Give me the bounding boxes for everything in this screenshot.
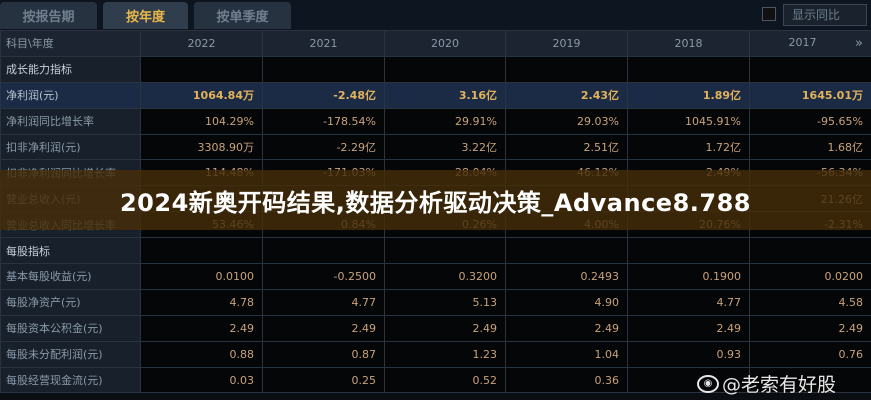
cell-value (262, 237, 385, 265)
cell-value: 1.23 (384, 340, 506, 368)
cell-value: 4.90 (505, 288, 628, 316)
cell-value (384, 237, 506, 265)
cell-value: 1645.01万 (749, 81, 871, 109)
table-row[interactable]: 每股经营现金流(元) 0.03 0.25 0.52 0.36 (0, 366, 871, 394)
table-row[interactable]: 每股指标 (0, 237, 871, 265)
year-header: 2019 (505, 30, 628, 57)
row-label: 每股资本公积金(元) (0, 314, 141, 342)
cell-value: 0.0100 (140, 263, 263, 290)
cell-value (140, 55, 263, 83)
cell-value: 1.04 (505, 340, 628, 368)
title-banner: 2024新奥开码结果,数据分析驱动决策_Advance8.788 (0, 170, 871, 230)
next-columns-icon[interactable]: » (855, 35, 863, 51)
cell-value: 104.29% (140, 107, 263, 135)
row-label: 每股未分配利润(元) (0, 340, 141, 368)
table-row[interactable]: 每股未分配利润(元) 0.88 0.87 1.23 1.04 0.93 0.76 (0, 340, 871, 368)
cell-value: 0.2493 (505, 263, 628, 290)
cell-value: 3.22亿 (384, 133, 506, 161)
year-header: 2018 (627, 30, 750, 57)
cell-value: 4.77 (627, 288, 750, 316)
cell-value (140, 237, 263, 265)
header-label: 科目\年度 (0, 30, 141, 57)
cell-value: 2.49 (505, 314, 628, 342)
cell-value: -2.48亿 (262, 81, 385, 109)
cell-value: 29.03% (505, 107, 628, 135)
cell-value: 2.49 (384, 314, 506, 342)
cell-value: -2.29亿 (262, 133, 385, 161)
row-label: 净利润同比增长率 (0, 107, 141, 135)
cell-value: 2.49 (262, 314, 385, 342)
table-row[interactable]: 成长能力指标 (0, 55, 871, 83)
cell-value: 0.87 (262, 340, 385, 368)
row-label: 每股经营现金流(元) (0, 366, 141, 394)
row-label: 基本每股收益(元) (0, 263, 141, 290)
row-label: 每股指标 (0, 237, 141, 265)
cell-value: 0.76 (749, 340, 871, 368)
cell-value: 4.78 (140, 288, 263, 316)
cell-value: -95.65% (749, 107, 871, 135)
cell-value (505, 237, 628, 265)
year-header: 2021 (262, 30, 385, 57)
cell-value (627, 237, 750, 265)
cell-value: 3308.90万 (140, 133, 263, 161)
cell-value (627, 366, 750, 394)
table-row[interactable]: 每股资本公积金(元) 2.49 2.49 2.49 2.49 2.49 2.49 (0, 314, 871, 342)
cell-value (384, 55, 506, 83)
cell-value: 0.0200 (749, 263, 871, 290)
cell-value: 2.49 (749, 314, 871, 342)
table-row[interactable]: 扣非净利润(元) 3308.90万 -2.29亿 3.22亿 2.51亿 1.72亿 1.6… (0, 133, 871, 161)
year-header: 2017» (749, 30, 871, 57)
table-row[interactable]: 净利润(元) 1064.84万 -2.48亿 3.16亿 2.43亿 1.89亿 1645.… (0, 81, 871, 109)
cell-value: 2.43亿 (505, 81, 628, 109)
watermark: ◉ @老索有好股 (697, 370, 836, 397)
cell-value: 3.16亿 (384, 81, 506, 109)
cell-value: 1.68亿 (749, 133, 871, 161)
row-label: 成长能力指标 (0, 55, 141, 83)
cell-value (505, 55, 628, 83)
cell-value: 0.3200 (384, 263, 506, 290)
cell-value (627, 55, 750, 83)
cell-value: 1064.84万 (140, 81, 263, 109)
cell-value: 0.36 (505, 366, 628, 394)
cell-value: 2.51亿 (505, 133, 628, 161)
yoy-checkbox[interactable] (762, 7, 776, 21)
cell-value: 1.89亿 (627, 81, 750, 109)
cell-value: -178.54% (262, 107, 385, 135)
cell-value (749, 237, 871, 265)
show-yoy-button[interactable]: 显示同比 (783, 4, 867, 26)
year-header: 2020 (384, 30, 506, 57)
tab-by-report-period[interactable]: 按报告期 (0, 2, 97, 29)
tab-by-year[interactable]: 按年度 (103, 2, 188, 29)
top-bar: 按报告期 按年度 按单季度 显示同比 (0, 0, 871, 30)
row-label: 每股净资产(元) (0, 288, 141, 316)
cell-value: 0.25 (262, 366, 385, 394)
cell-value: 4.77 (262, 288, 385, 316)
header-row: 科目\年度 2022 2021 2020 2019 2018 2017» (0, 30, 871, 57)
cell-value: 0.52 (384, 366, 506, 394)
year-header: 2022 (140, 30, 263, 57)
cell-value: 1045.91% (627, 107, 750, 135)
row-label: 扣非净利润(元) (0, 133, 141, 161)
cell-value: 1.72亿 (627, 133, 750, 161)
cell-value: 2.49 (627, 314, 750, 342)
row-label: 净利润(元) (0, 81, 141, 109)
cell-value: 2.49 (140, 314, 263, 342)
table-row[interactable]: 每股净资产(元) 4.78 4.77 5.13 4.90 4.77 4.58 (0, 288, 871, 316)
cell-value: 0.1900 (627, 263, 750, 290)
cell-value: 0.93 (627, 340, 750, 368)
table-row[interactable]: 净利润同比增长率 104.29% -178.54% 29.91% 29.03% 1045.… (0, 107, 871, 135)
cell-value (749, 55, 871, 83)
cell-value (262, 55, 385, 83)
cell-value: 4.58 (749, 288, 871, 316)
table-row[interactable]: 基本每股收益(元) 0.0100 -0.2500 0.3200 0.2493 0.1900… (0, 263, 871, 290)
cell-value: -0.2500 (262, 263, 385, 290)
weibo-icon: ◉ (697, 374, 719, 393)
cell-value (749, 366, 871, 394)
cell-value: 29.91% (384, 107, 506, 135)
cell-value: 0.03 (140, 366, 263, 394)
cell-value: 5.13 (384, 288, 506, 316)
tab-by-quarter[interactable]: 按单季度 (194, 2, 291, 29)
cell-value: 0.88 (140, 340, 263, 368)
